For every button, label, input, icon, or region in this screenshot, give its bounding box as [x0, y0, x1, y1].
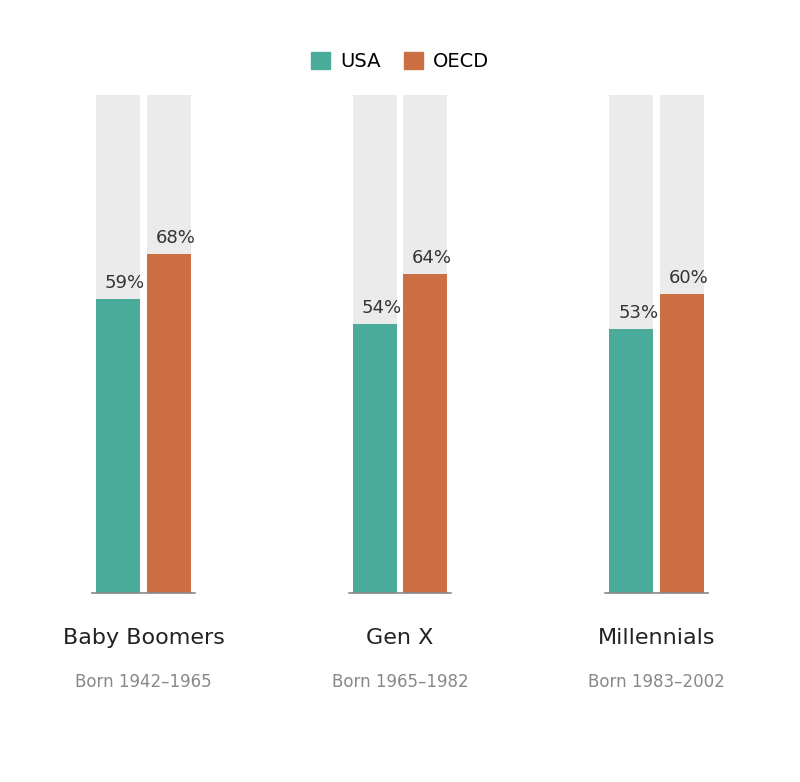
Bar — [660, 294, 704, 594]
Text: 60%: 60% — [669, 269, 708, 287]
Text: Gen X: Gen X — [366, 628, 434, 648]
Bar — [146, 95, 190, 594]
Bar — [610, 329, 654, 594]
Text: Baby Boomers: Baby Boomers — [62, 628, 224, 648]
Bar — [353, 324, 397, 594]
Text: 53%: 53% — [618, 303, 658, 321]
Text: Born 1983–2002: Born 1983–2002 — [588, 673, 725, 691]
Bar — [403, 95, 447, 594]
Text: 64%: 64% — [412, 249, 452, 267]
Bar — [96, 299, 140, 594]
Bar — [660, 95, 704, 594]
Bar — [96, 95, 140, 594]
Text: 59%: 59% — [105, 274, 145, 292]
Bar — [403, 274, 447, 594]
Text: 68%: 68% — [155, 228, 195, 247]
Bar — [610, 95, 654, 594]
Text: 54%: 54% — [362, 299, 402, 317]
Legend: USA, OECD: USA, OECD — [303, 44, 497, 79]
Text: Born 1942–1965: Born 1942–1965 — [75, 673, 212, 691]
Text: Millennials: Millennials — [598, 628, 715, 648]
Bar — [353, 95, 397, 594]
Bar — [146, 254, 190, 594]
Text: Born 1965–1982: Born 1965–1982 — [332, 673, 468, 691]
